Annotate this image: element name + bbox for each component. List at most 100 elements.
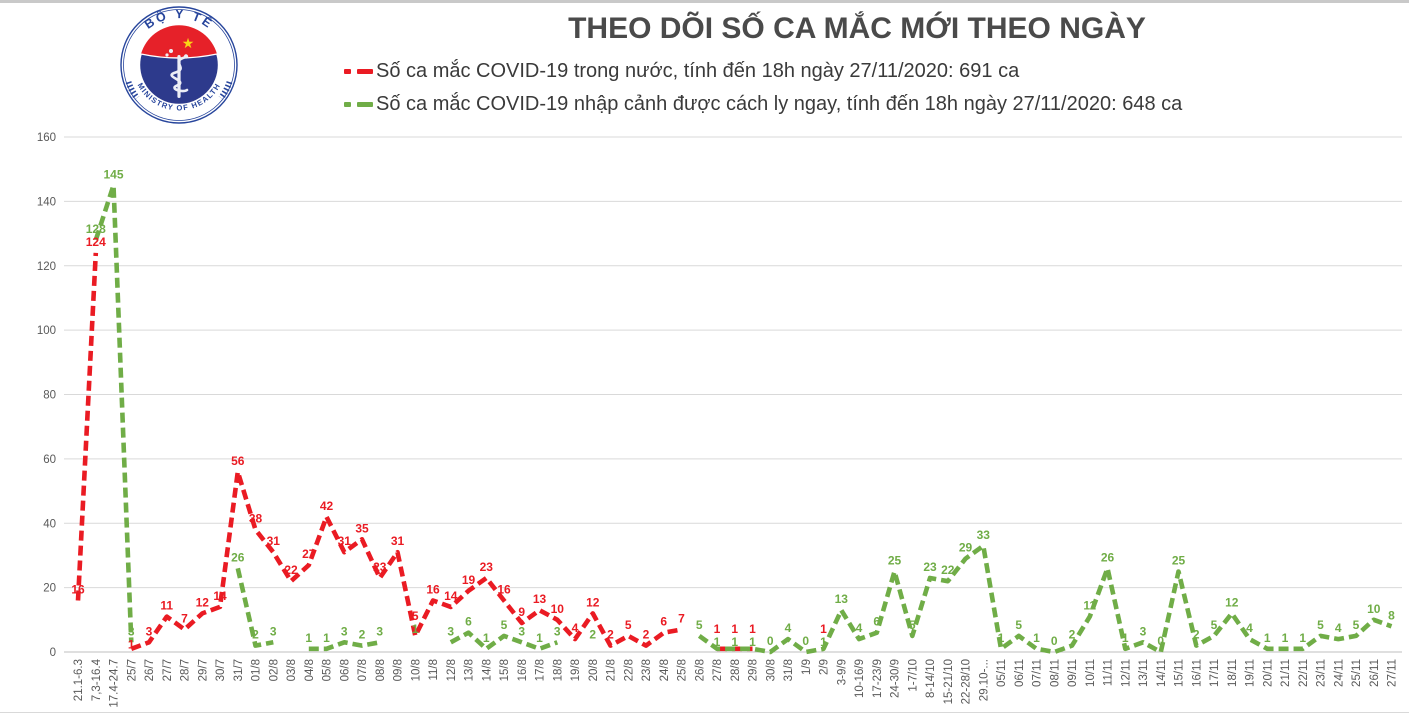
x-tick-label: 08/11 (1049, 659, 1061, 687)
data-label: 31 (391, 534, 405, 548)
legend-item-domestic: Số ca mắc COVID-19 trong nước, tính đến … (344, 58, 1019, 84)
x-tick-label: 04/8 (304, 659, 316, 681)
x-tick-label: 25/11 (1351, 659, 1363, 687)
series-line-imported (235, 567, 274, 648)
logo-snake-head (183, 54, 189, 59)
x-tick-label: 25/8 (677, 659, 689, 681)
data-label: 1 (1033, 631, 1040, 645)
data-label: 5 (909, 618, 916, 632)
data-label: 8 (1388, 608, 1395, 622)
x-tick-label: 29/8 (748, 659, 760, 681)
legend-dash-icon-domestic (344, 68, 373, 74)
data-label: 4 (1335, 621, 1342, 635)
x-tick-label: 12/8 (446, 659, 458, 681)
data-label: 3 (341, 624, 348, 638)
x-tick-label: 24/8 (659, 659, 671, 681)
x-tick-label: 03/8 (286, 659, 298, 681)
x-tick-label: 28/8 (730, 659, 742, 681)
data-label: 5 (412, 609, 419, 623)
y-tick-label: 140 (37, 196, 56, 208)
data-label: 13 (533, 592, 547, 606)
data-label: 31 (267, 534, 281, 548)
data-label: 4 (572, 621, 579, 635)
x-tick-label: 24-30/9 (890, 659, 902, 698)
data-label: 1 (1264, 631, 1271, 645)
x-tick-label: 13/8 (464, 659, 476, 681)
data-label: 3 (376, 624, 383, 638)
data-label: 4 (856, 621, 863, 635)
series-line-domestic (75, 252, 99, 601)
x-tick-label: 07/11 (1032, 659, 1044, 687)
data-label: 1 (998, 631, 1005, 645)
data-label: 2 (1069, 628, 1076, 642)
x-tick-label: 26/8 (694, 659, 706, 681)
data-label: 26 (1101, 550, 1115, 564)
data-label: 11 (1083, 599, 1096, 613)
data-label: 1 (749, 635, 756, 649)
x-tick-label: 21/11 (1280, 659, 1292, 687)
x-tick-label: 05/11 (996, 659, 1008, 687)
legend-dash-icon-imported (344, 101, 373, 107)
data-label: 0 (1157, 634, 1164, 648)
data-label: 1 (483, 631, 490, 645)
data-label: 29 (959, 541, 973, 555)
y-tick-label: 100 (37, 325, 56, 337)
data-label: 25 (888, 554, 902, 568)
data-label: 5 (1317, 618, 1324, 632)
data-label: 19 (462, 573, 476, 587)
data-label: 42 (320, 499, 334, 513)
x-tick-label: 18/8 (552, 659, 564, 681)
data-label: 10 (551, 602, 565, 616)
data-label: 4 (785, 621, 792, 635)
y-tick-label: 40 (43, 518, 56, 530)
logo-inner-ring (123, 9, 235, 121)
logo-svg: ★ BỘ Y TẾ MINISTRY OF HEALTH (120, 6, 238, 124)
data-label: 23 (923, 560, 937, 574)
data-label: 2 (359, 628, 366, 642)
x-tick-label: 06/11 (1014, 659, 1026, 687)
x-tick-label: 26/11 (1369, 659, 1381, 687)
legend-item-imported: Số ca mắc COVID-19 nhập cảnh được cách l… (344, 91, 1182, 117)
data-label: 23 (373, 560, 387, 574)
data-label: 26 (231, 550, 245, 564)
x-tick-label: 17/11 (1209, 659, 1221, 687)
x-tick-label: 19/11 (1245, 659, 1257, 687)
data-label: 12 (196, 595, 210, 609)
data-label: 10 (1367, 602, 1381, 616)
y-tick-label: 120 (37, 261, 56, 273)
data-label: 1 (714, 635, 721, 649)
data-label: 14 (444, 589, 458, 603)
data-label: 1 (820, 622, 827, 636)
data-label: 1 (323, 631, 330, 645)
x-tick-label: 2/9 (819, 659, 831, 675)
data-label: 16 (71, 583, 85, 597)
data-label: 6 (465, 615, 472, 629)
x-tick-label: 28/7 (180, 659, 192, 681)
ministry-of-health-logo: ★ BỘ Y TẾ MINISTRY OF HEALTH (118, 4, 240, 126)
data-label: 5 (501, 618, 508, 632)
x-tick-label: 15/11 (1174, 659, 1186, 687)
series-line-domestic (130, 469, 682, 651)
x-tick-label: 31/8 (783, 659, 795, 681)
y-tick-label: 60 (43, 454, 56, 466)
x-tick-label: 10/11 (1085, 659, 1097, 687)
x-tick-label: 17-23/9 (872, 659, 884, 698)
x-tick-label: 20/11 (1262, 659, 1274, 687)
logo-left-ornament (125, 80, 140, 100)
x-tick-label: 7,3-16.4 (91, 658, 103, 701)
data-label: 16 (497, 583, 511, 597)
x-tick-label: 1-7/10 (907, 659, 919, 692)
data-label: 1 (1282, 631, 1289, 645)
x-tick-label: 3-9/9 (836, 659, 848, 685)
series-line-imported (449, 630, 559, 652)
data-label: 1 (820, 635, 827, 649)
data-label: 16 (426, 583, 440, 597)
x-tick-label: 16/11 (1191, 659, 1203, 687)
data-label: 1 (714, 622, 721, 636)
x-tick-label: 26/7 (144, 659, 156, 681)
data-label: 25 (1172, 554, 1186, 568)
data-label: 13 (835, 592, 849, 606)
x-tick-label: 22/11 (1298, 659, 1310, 687)
x-tick-label: 31/7 (233, 659, 245, 681)
data-label: 3 (447, 624, 454, 638)
